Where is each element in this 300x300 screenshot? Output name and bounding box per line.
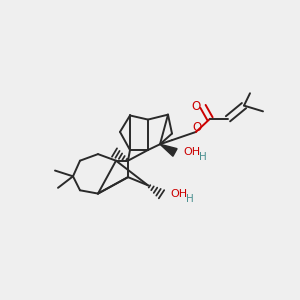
Text: OH: OH — [183, 148, 200, 158]
Text: O: O — [192, 121, 201, 134]
Polygon shape — [160, 144, 177, 156]
Text: H: H — [186, 194, 194, 204]
Text: O: O — [191, 100, 200, 113]
Text: H: H — [199, 152, 207, 162]
Text: OH: OH — [170, 189, 188, 199]
